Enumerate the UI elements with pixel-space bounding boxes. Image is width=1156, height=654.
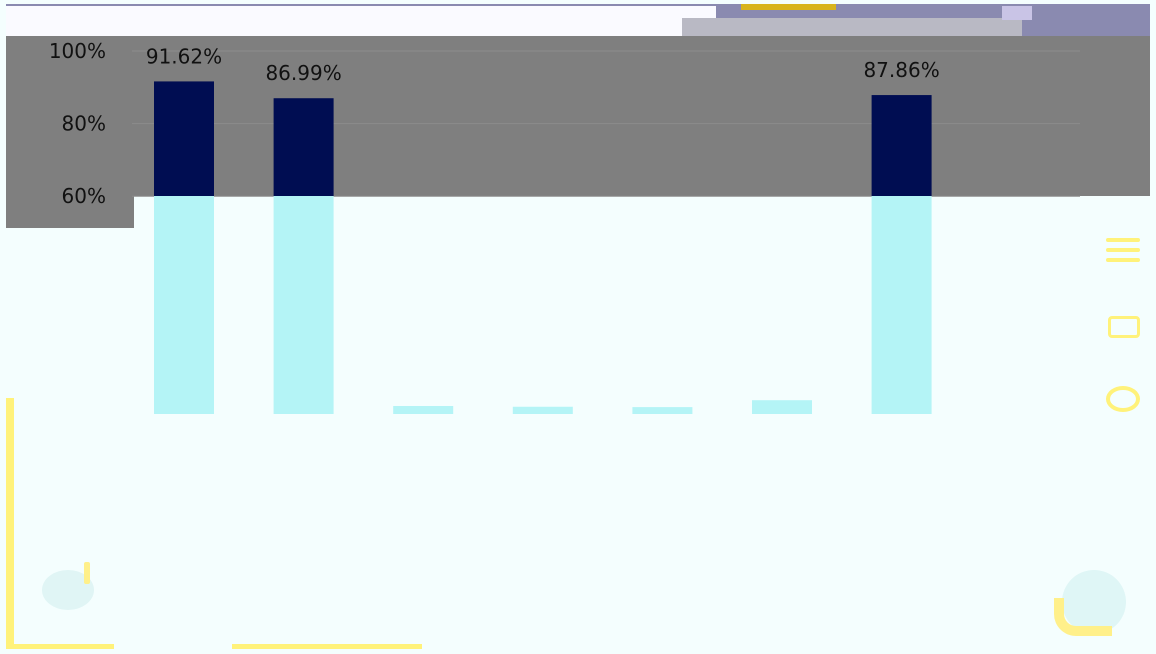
plot-left-extension bbox=[6, 196, 134, 228]
top-lavender-box bbox=[1002, 6, 1032, 20]
bar-upper bbox=[273, 98, 334, 196]
bar-upper bbox=[871, 95, 932, 196]
y-tick-label: 100% bbox=[49, 39, 106, 63]
bar bbox=[632, 407, 693, 414]
top-grey-box bbox=[682, 18, 1022, 38]
bar bbox=[752, 400, 812, 414]
data-label: 87.86% bbox=[863, 58, 939, 82]
data-label: 86.99% bbox=[265, 61, 341, 85]
bar-lower bbox=[632, 407, 693, 414]
y-tick-label: 80% bbox=[62, 112, 106, 136]
menu-icon[interactable] bbox=[1106, 238, 1140, 268]
bar-upper bbox=[154, 81, 214, 196]
data-label: 91.62% bbox=[146, 44, 222, 68]
bar-lower bbox=[154, 196, 214, 414]
frame-bottom-edge bbox=[6, 644, 114, 649]
top-gold-accent bbox=[741, 4, 836, 10]
frame-bottom-edge bbox=[232, 644, 422, 649]
window-top-strip bbox=[6, 4, 1150, 38]
bar-lower bbox=[393, 406, 454, 414]
bar bbox=[871, 95, 932, 414]
top-white-band bbox=[6, 6, 716, 36]
bar-lower bbox=[512, 406, 573, 414]
bar bbox=[154, 81, 214, 414]
chat-icon[interactable] bbox=[1106, 386, 1140, 412]
y-tick-label: 60% bbox=[62, 184, 106, 208]
bar-lower bbox=[752, 400, 812, 414]
phone-icon[interactable] bbox=[1052, 570, 1126, 636]
frame-left-edge bbox=[6, 398, 14, 648]
bar-lower bbox=[273, 196, 334, 414]
bar bbox=[273, 98, 334, 414]
bar bbox=[512, 406, 573, 414]
bar-lower bbox=[871, 196, 932, 414]
speech-bubble-icon[interactable] bbox=[36, 562, 100, 612]
bar bbox=[393, 406, 454, 414]
mail-icon[interactable] bbox=[1108, 316, 1140, 338]
